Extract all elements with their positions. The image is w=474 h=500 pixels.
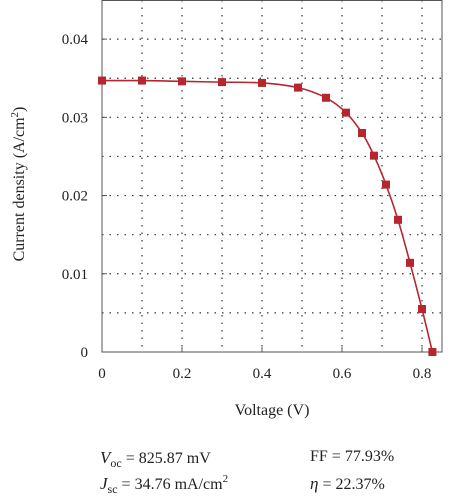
data-point-9 xyxy=(370,151,378,160)
data-point-3 xyxy=(218,78,226,87)
eta-value: = 22.37% xyxy=(318,476,385,493)
y-tick-label-1: 0.01 xyxy=(62,267,88,283)
y-axis-title: Current density (A/cm2) xyxy=(9,107,28,262)
voc-subscript: oc xyxy=(110,456,122,470)
jsc-subscript: sc xyxy=(107,482,118,496)
voc-value: = 825.87 mV xyxy=(121,450,211,467)
x-axis-title: Voltage (V) xyxy=(235,402,310,419)
data-point-12 xyxy=(406,258,414,267)
y-tick-label-3: 0.03 xyxy=(62,110,88,126)
data-point-8 xyxy=(358,128,366,137)
jsc-superscript: 2 xyxy=(222,473,229,485)
y-tick-label-4: 0.04 xyxy=(62,32,89,48)
x-tick-label-0: 0 xyxy=(98,366,106,382)
y-axis-title-sup: 2 xyxy=(9,112,21,118)
x-tick-label-2: 0.4 xyxy=(253,366,272,382)
jsc-value: = 34.76 mA/cm xyxy=(117,476,223,493)
data-point-13 xyxy=(418,304,426,313)
data-point-5 xyxy=(294,83,302,92)
data-point-6 xyxy=(322,93,330,102)
data-point-7 xyxy=(342,108,350,117)
y-axis-title-tail: ) xyxy=(11,107,28,112)
data-point-11 xyxy=(394,215,402,224)
voc-symbol: V xyxy=(100,448,111,467)
grid-layer xyxy=(102,0,442,352)
voc-annotation: Voc = 825.87 mV xyxy=(100,448,211,470)
y-tick-label-2: 0.02 xyxy=(62,189,88,205)
data-point-10 xyxy=(382,180,390,189)
tick-layer: 0 0.2 0.4 0.6 0.8 0 0.01 0.02 0.03 0.04 xyxy=(62,32,432,382)
y-axis-title-main: Current density (A/cm xyxy=(11,117,28,262)
data-point-14 xyxy=(428,348,437,356)
plot-border xyxy=(101,0,443,353)
data-point-1 xyxy=(138,76,146,85)
plot-frame xyxy=(101,0,443,353)
x-tick-label-3: 0.6 xyxy=(333,366,352,382)
y-tick-label-0: 0 xyxy=(81,345,89,361)
eta-symbol: η xyxy=(310,474,319,493)
ff-text: FF = 77.93% xyxy=(310,448,395,465)
data-point-4 xyxy=(258,78,266,87)
series-layer xyxy=(98,76,437,356)
data-point-0 xyxy=(98,76,106,85)
data-point-2 xyxy=(178,77,186,86)
eta-annotation: η = 22.37% xyxy=(310,474,385,494)
jsc-symbol: J xyxy=(100,474,108,493)
x-tick-label-4: 0.8 xyxy=(413,366,432,382)
jsc-annotation: Jsc = 34.76 mA/cm2 xyxy=(100,473,229,496)
x-tick-label-1: 0.2 xyxy=(173,366,192,382)
ff-annotation: FF = 77.93% xyxy=(310,448,394,466)
series-line-0 xyxy=(101,79,434,353)
